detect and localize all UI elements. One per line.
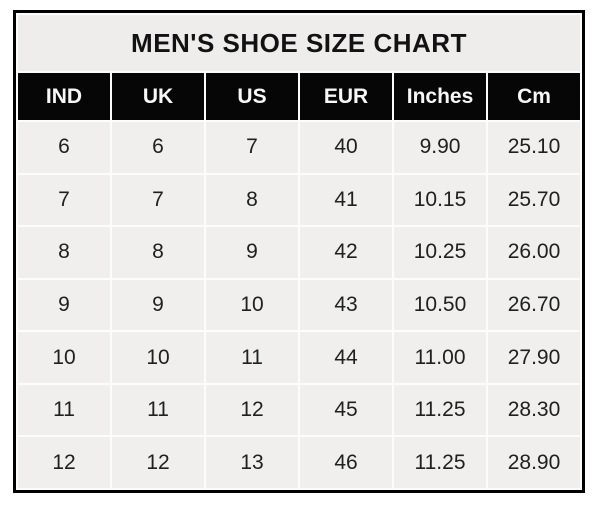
cell-us: 12 <box>206 384 298 436</box>
cell-uk: 11 <box>112 384 204 436</box>
table-row: 7 7 8 41 10.15 25.70 <box>18 174 580 226</box>
cell-uk: 6 <box>112 122 204 173</box>
cell-ind: 8 <box>18 227 110 278</box>
cell-inches: 11.25 <box>394 437 486 488</box>
cell-inches: 11.00 <box>394 332 486 383</box>
cell-us: 9 <box>206 227 298 278</box>
table-row: 10 10 11 44 11.00 27.90 <box>18 332 580 383</box>
cell-cm: 26.70 <box>488 279 580 331</box>
cell-eur: 46 <box>300 437 392 488</box>
cell-us: 10 <box>206 279 298 331</box>
column-header-cm: Cm <box>488 73 580 120</box>
cell-us: 7 <box>206 122 298 173</box>
column-header-uk: UK <box>112 73 204 120</box>
cell-us: 13 <box>206 437 298 488</box>
cell-uk: 7 <box>112 174 204 226</box>
table-row: 9 9 10 43 10.50 26.70 <box>18 279 580 331</box>
cell-uk: 8 <box>112 227 204 278</box>
cell-eur: 44 <box>300 332 392 383</box>
table-row: 8 8 9 42 10.25 26.00 <box>18 227 580 278</box>
table-row: 6 6 7 40 9.90 25.10 <box>18 122 580 173</box>
column-header-ind: IND <box>18 73 110 120</box>
cell-eur: 42 <box>300 227 392 278</box>
cell-inches: 10.15 <box>394 174 486 226</box>
cell-ind: 6 <box>18 122 110 173</box>
column-header-eur: EUR <box>300 73 392 120</box>
column-header-inches: Inches <box>394 73 486 120</box>
cell-cm: 25.70 <box>488 174 580 226</box>
shoe-size-chart-table: MEN'S SHOE SIZE CHART IND UK US EUR Inch… <box>13 10 585 493</box>
cell-cm: 26.00 <box>488 227 580 278</box>
cell-ind: 10 <box>18 332 110 383</box>
cell-inches: 9.90 <box>394 122 486 173</box>
cell-eur: 45 <box>300 384 392 436</box>
cell-cm: 27.90 <box>488 332 580 383</box>
cell-ind: 9 <box>18 279 110 331</box>
table-row: 11 11 12 45 11.25 28.30 <box>18 384 580 436</box>
cell-cm: 28.30 <box>488 384 580 436</box>
cell-inches: 11.25 <box>394 384 486 436</box>
cell-us: 11 <box>206 332 298 383</box>
cell-uk: 10 <box>112 332 204 383</box>
cell-ind: 7 <box>18 174 110 226</box>
cell-inches: 10.25 <box>394 227 486 278</box>
title-row: MEN'S SHOE SIZE CHART <box>18 15 580 71</box>
cell-ind: 11 <box>18 384 110 436</box>
cell-uk: 9 <box>112 279 204 331</box>
cell-cm: 28.90 <box>488 437 580 488</box>
cell-eur: 40 <box>300 122 392 173</box>
table-title: MEN'S SHOE SIZE CHART <box>18 15 580 71</box>
cell-eur: 41 <box>300 174 392 226</box>
column-header-us: US <box>206 73 298 120</box>
cell-eur: 43 <box>300 279 392 331</box>
cell-inches: 10.50 <box>394 279 486 331</box>
cell-uk: 12 <box>112 437 204 488</box>
cell-cm: 25.10 <box>488 122 580 173</box>
cell-us: 8 <box>206 174 298 226</box>
table-row: 12 12 13 46 11.25 28.90 <box>18 437 580 488</box>
cell-ind: 12 <box>18 437 110 488</box>
header-row: IND UK US EUR Inches Cm <box>18 73 580 120</box>
